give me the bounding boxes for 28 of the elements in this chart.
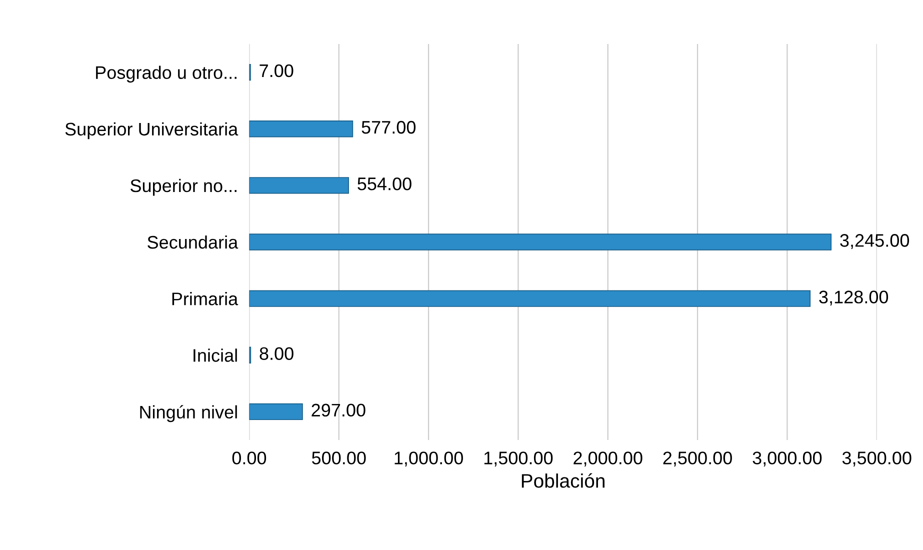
data-label: 577.00 <box>362 120 416 134</box>
data-label: 297.00 <box>312 404 366 417</box>
bar <box>249 290 811 307</box>
y-tick-label: Secundaria <box>148 235 238 249</box>
x-tick-label: 3,500.00 <box>842 452 912 467</box>
x-tick-label: 1,000.00 <box>394 452 463 467</box>
data-label: 3,245.00 <box>840 234 910 249</box>
data-label: 8.00 <box>260 347 294 360</box>
data-label: 7.00 <box>260 64 294 78</box>
data-label: 554.00 <box>358 177 412 190</box>
y-tick-label: Superior Universitaria <box>65 122 238 140</box>
y-tick-label: Inicial <box>194 348 237 362</box>
x-tick-label: 1,500.00 <box>484 452 553 467</box>
bar <box>249 403 303 420</box>
bar <box>249 177 349 194</box>
x-axis-title: Población <box>522 473 604 488</box>
y-tick-label: Superior no... <box>130 178 236 196</box>
y-tick-label: Ningún nivel <box>140 405 237 422</box>
x-tick-label: 2,500.00 <box>663 452 732 467</box>
x-tick-label: 3,000.00 <box>752 452 822 467</box>
y-tick-label: Posgrado u otro... <box>96 66 236 83</box>
bar <box>249 120 354 138</box>
x-tick-label: 2,000.00 <box>574 452 642 467</box>
data-label: 3,128.00 <box>819 290 888 306</box>
x-tick-label: 500.00 <box>312 452 366 464</box>
bar <box>249 234 832 250</box>
x-tick-label: 0.00 <box>232 452 266 464</box>
y-tick-label: Primaria <box>172 292 238 306</box>
